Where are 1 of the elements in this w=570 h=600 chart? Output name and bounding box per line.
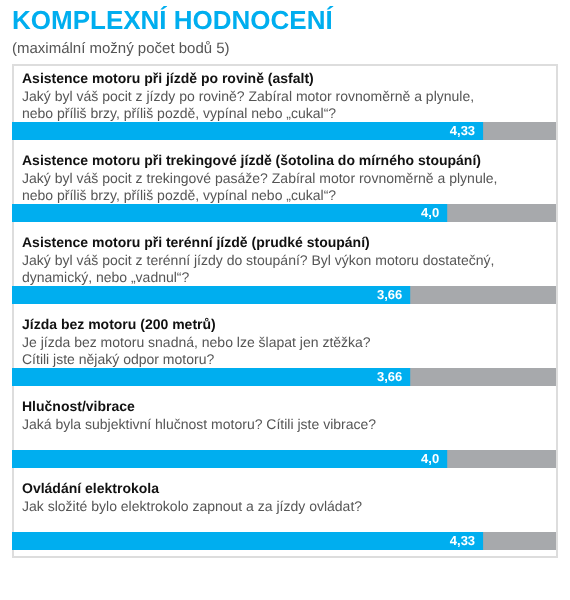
chart-title: KOMPLEXNÍ HODNOCENÍ xyxy=(12,5,334,35)
